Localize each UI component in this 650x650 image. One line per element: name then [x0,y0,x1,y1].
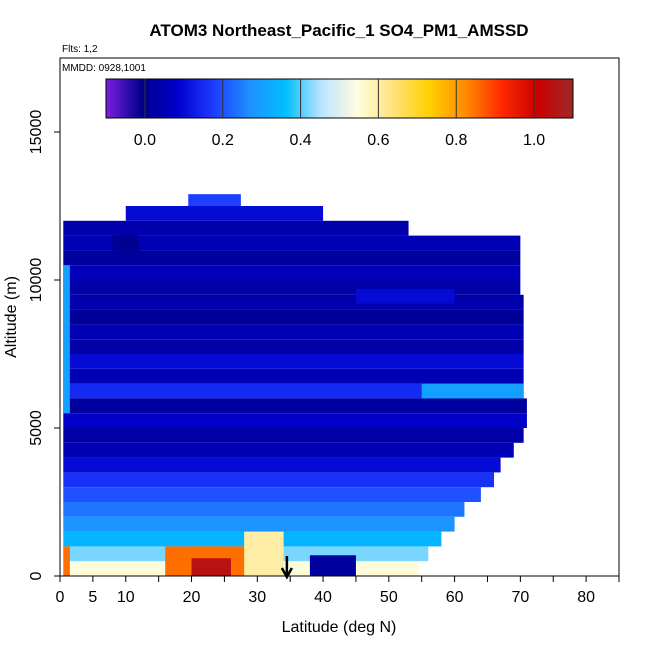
heat-cell-34 [112,235,139,251]
heat-cell-24 [125,206,324,221]
x-tick-label: 60 [446,589,464,606]
x-tick-label: 80 [577,589,595,606]
heat-cell-4 [63,502,465,517]
heat-cell-23 [63,220,409,236]
x-axis: 0 5 10 20 30 40 50 60 70 80 [56,576,620,606]
x-tick-label: 40 [314,589,332,606]
colorbar: 0.0 0.2 0.4 0.6 0.8 1.0 [105,78,574,149]
heat-cell-9 [63,428,524,443]
x-tick-label: 0 [56,589,65,606]
flights-annotation: Flts: 1,2 [62,44,98,55]
heat-cell-26 [63,546,70,576]
heat-cell-17 [63,309,524,325]
heat-cell-29 [244,531,284,576]
heat-cell-11 [63,398,527,414]
heat-cell-30 [309,555,356,576]
heat-cell-3 [63,516,455,532]
heat-cell-6 [63,472,495,488]
colorbar-tick-label: 0.0 [134,132,156,149]
colorbar-tick-label: 0.2 [212,132,234,149]
y-axis-label: Altitude (m) [3,276,20,358]
heat-cell-31 [63,265,70,414]
arrow-marker [280,556,293,580]
y-tick-label: 5000 [28,410,45,446]
y-tick-label: 0 [28,571,45,580]
arrow-head [280,567,293,580]
heat-cell-13 [63,368,524,384]
heat-cell-28 [191,558,231,576]
colorbar-tick-label: 0.4 [289,132,311,149]
x-axis-label: Latitude (deg N) [282,619,397,636]
heat-cell-22 [63,235,521,251]
y-tick-label: 15000 [28,110,45,155]
x-tick-label: 10 [117,589,135,606]
colorbar-tick-label: 1.0 [523,132,545,149]
x-tick-label: 50 [380,589,398,606]
heat-cell-14 [63,354,524,369]
x-tick-label: 20 [183,589,201,606]
colorbar-tick-label: 0.6 [367,132,389,149]
colorbar-tick-label: 0.8 [445,132,467,149]
heat-cell-15 [63,339,524,354]
heat-cell-32 [421,383,524,399]
heat-cell-10 [63,413,527,428]
heat-cell-16 [63,324,524,340]
x-tick-label: 70 [511,589,529,606]
colorbar-gradient [105,78,574,119]
heat-cell-12 [63,383,524,399]
chart-title: ATOM3 Northeast_Pacific_1 SO4_PM1_AMSSD [149,21,528,40]
heat-cell-7 [63,457,501,473]
heat-cell-8 [63,442,514,458]
x-tick-label: 5 [88,589,97,606]
dates-annotation: MMDD: 0928,1001 [62,63,146,74]
heat-cell-21 [63,250,521,266]
y-tick-label: 10000 [28,258,45,303]
heat-cell-5 [63,487,481,502]
heatmap-layers [63,194,527,576]
heat-cell-33 [355,288,455,304]
y-axis: 0 5000 10000 15000 [28,110,60,580]
heat-cell-20 [63,265,521,280]
plot-frame [59,57,620,577]
heat-cell-25 [188,194,241,206]
x-tick-label: 30 [248,589,266,606]
